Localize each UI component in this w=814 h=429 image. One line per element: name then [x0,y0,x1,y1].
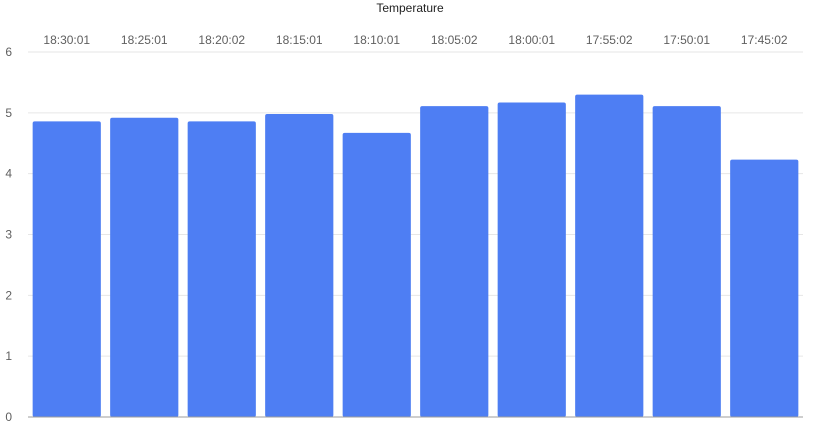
y-tick-label: 4 [5,167,12,181]
y-tick-label: 3 [5,228,12,242]
category-tick-label: 18:15:01 [276,33,323,47]
bar-18:20:02[interactable] [187,121,256,417]
bar-18:10:01[interactable] [342,132,411,418]
bar-17:55:02[interactable] [575,94,644,417]
category-tick-label: 18:05:02 [431,33,478,47]
category-tick-label: 17:55:02 [586,33,633,47]
y-tick-label: 6 [5,45,12,59]
chart-title: Temperature [376,1,444,15]
y-tick-label: 1 [5,349,12,363]
bar-18:15:01[interactable] [265,114,334,418]
category-tick-label: 18:30:01 [43,33,90,47]
bar-18:30:01[interactable] [32,121,101,417]
category-tick-label: 17:45:02 [741,33,788,47]
y-tick-label: 2 [5,288,12,302]
category-axis-ticks: 18:30:01 18:25:01 18:20:02 18:15:01 18:10:01… [43,33,788,47]
y-tick-label: 0 [5,410,12,424]
category-tick-label: 18:20:02 [198,33,245,47]
bars [32,94,799,418]
bar-17:50:01[interactable] [652,106,721,418]
category-tick-label: 18:10:01 [353,33,400,47]
category-tick-label: 17:50:01 [663,33,710,47]
category-tick-label: 18:25:01 [121,33,168,47]
y-tick-label: 5 [5,106,12,120]
bar-18:25:01[interactable] [110,117,179,417]
bar-18:00:01[interactable] [497,102,566,417]
y-axis-ticks: 0 1 2 3 4 5 6 [5,45,12,424]
bar-17:45:02[interactable] [730,159,799,418]
category-tick-label: 18:00:01 [508,33,555,47]
bar-18:05:02[interactable] [420,106,489,418]
